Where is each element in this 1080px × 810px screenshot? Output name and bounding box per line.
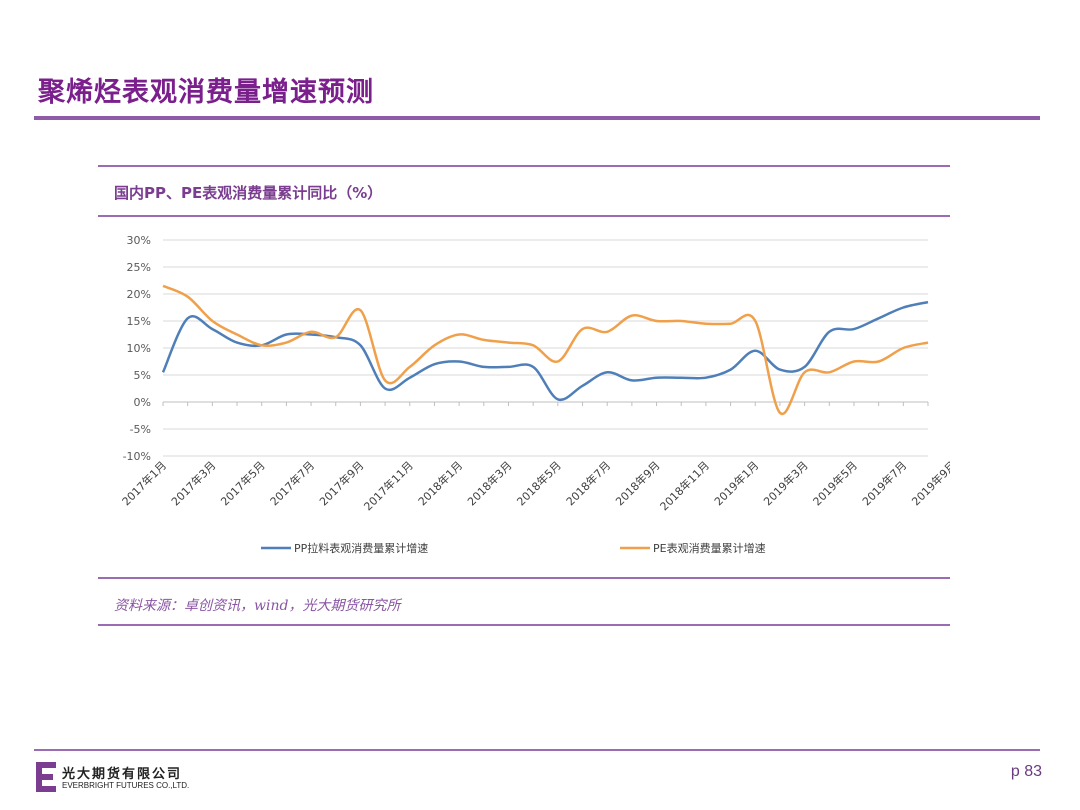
- source-bottom-rule: [98, 624, 950, 626]
- x-tick-label: 2018年5月: [514, 458, 564, 508]
- y-tick-label: 25%: [127, 261, 151, 274]
- title-rule: [34, 116, 1040, 120]
- line-chart: 30% 25% 20% 15% 10% 5% 0% -5% -10%2017年1月 2017年3月…: [119, 234, 950, 555]
- y-tick-label: 0%: [134, 396, 151, 409]
- page-title: 聚烯烃表观消费量增速预测: [38, 77, 374, 108]
- x-tick-label: 2019年5月: [810, 458, 860, 508]
- x-tick-label: 2017年7月: [267, 458, 317, 508]
- chart-title: 国内PP、PE表观消费量累计同比（%）: [114, 184, 383, 202]
- x-tick-label: 2017年1月: [119, 458, 169, 508]
- footer-rule: [34, 749, 1040, 751]
- company-name-cn: 光大期货有限公司: [62, 767, 183, 782]
- series-line-pe: [162, 284, 929, 416]
- company-logo-icon: [36, 762, 56, 792]
- y-tick-label: -5%: [130, 423, 151, 436]
- page-number: p 83: [1010, 763, 1042, 780]
- source-top-rule: [98, 577, 950, 579]
- legend-label: PE表观消费量累计增速: [653, 541, 766, 555]
- y-tick-label: 10%: [127, 342, 151, 355]
- x-tick-label: 2018年1月: [415, 458, 465, 508]
- x-tick-label: 2018年9月: [612, 458, 662, 508]
- x-tick-label: 2018年11月: [657, 458, 712, 513]
- y-tick-label: 30%: [127, 234, 151, 247]
- y-tick-label: 5%: [134, 369, 151, 382]
- x-tick-label: 2017年9月: [316, 458, 366, 508]
- company-name-en: EVERBRIGHT FUTURES CO.,LTD.: [62, 781, 190, 790]
- x-tick-label: 2019年7月: [859, 458, 909, 508]
- chart-top-rule: [98, 165, 950, 167]
- x-tick-label: 2019年3月: [761, 458, 811, 508]
- legend-label: PP拉料表观消费量累计增速: [294, 541, 428, 555]
- x-tick-label: 2019年1月: [711, 458, 761, 508]
- y-tick-label: -10%: [123, 450, 151, 463]
- x-tick-label: 2017年3月: [168, 458, 218, 508]
- x-tick-label: 2019年9月: [909, 458, 950, 508]
- y-tick-label: 15%: [127, 315, 151, 328]
- x-tick-label: 2017年11月: [361, 458, 416, 513]
- y-tick-label: 20%: [127, 288, 151, 301]
- x-tick-label: 2018年3月: [464, 458, 514, 508]
- x-tick-label: 2017年5月: [218, 458, 268, 508]
- source-text: 资料来源：卓创资讯，wind，光大期货研究所: [114, 598, 401, 614]
- x-tick-label: 2018年7月: [563, 458, 613, 508]
- series-line-pp: [161, 300, 929, 402]
- chart-panel: 国内PP、PE表观消费量累计同比（%） 30% 25% 20% 15% 10% 5% 0% -…: [98, 165, 950, 627]
- chart-title-rule: [98, 215, 950, 217]
